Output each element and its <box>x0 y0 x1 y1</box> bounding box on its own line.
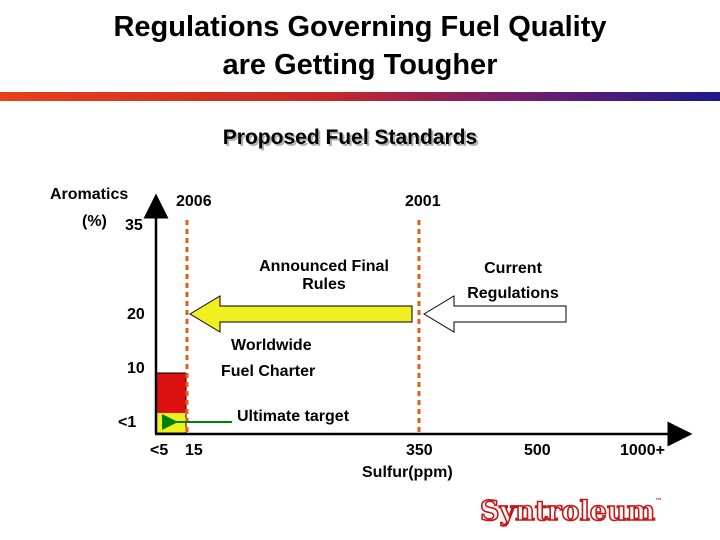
chart-title: Proposed Fuel Standards <box>222 126 478 149</box>
x-tick-label: 15 <box>185 442 203 459</box>
announced-rules-label-line-2: Rules <box>302 276 346 293</box>
worldwide-charter-label-line-2: Fuel Charter <box>221 363 316 380</box>
title-line-2: are Getting Tougher <box>222 49 498 81</box>
reference-line-year-label: 2006 <box>176 193 212 210</box>
logo-text: Syntroleum <box>479 495 656 528</box>
announced-rules-label: Announced Final Rules <box>238 258 410 294</box>
syntroleum-logo: Syntroleum™ <box>479 495 663 528</box>
y-axis-label-line-2: (%) <box>82 213 107 230</box>
title-divider-band <box>0 92 720 101</box>
current-regulations-arrow <box>423 295 567 333</box>
current-regulations-label-line-2: Regulations <box>467 285 559 302</box>
ultimate-target-label: Ultimate target <box>237 408 350 425</box>
y-tick-label: 20 <box>127 306 145 323</box>
worldwide-charter-label-line-1: Worldwide <box>231 337 312 354</box>
x-tick-label: <5 <box>150 442 169 459</box>
title-line-1: Regulations Governing Fuel Quality <box>113 11 607 43</box>
announced-rules-arrow <box>189 295 413 333</box>
bar-worldwide-range <box>156 373 186 413</box>
y-axis-label-line-1: Aromatics <box>50 186 129 203</box>
y-tick-label: 10 <box>127 360 145 377</box>
y-tick-label: <1 <box>118 414 137 431</box>
announced-rules-label-line-1: Announced Final <box>259 258 389 275</box>
x-tick-label: 350 <box>406 442 433 459</box>
logo-trademark: ™ <box>655 496 663 505</box>
x-tick-label: 1000+ <box>620 442 665 459</box>
slide-title: Regulations Governing Fuel Quality are G… <box>0 8 720 84</box>
reference-line-year-label: 2001 <box>405 193 441 210</box>
current-regulations-label: Current Regulations <box>450 256 576 306</box>
x-axis-label: Sulfur(ppm) <box>362 464 453 481</box>
x-tick-label: 500 <box>524 442 551 459</box>
y-tick-label: 35 <box>125 217 143 234</box>
current-regulations-label-line-1: Current <box>484 260 542 277</box>
